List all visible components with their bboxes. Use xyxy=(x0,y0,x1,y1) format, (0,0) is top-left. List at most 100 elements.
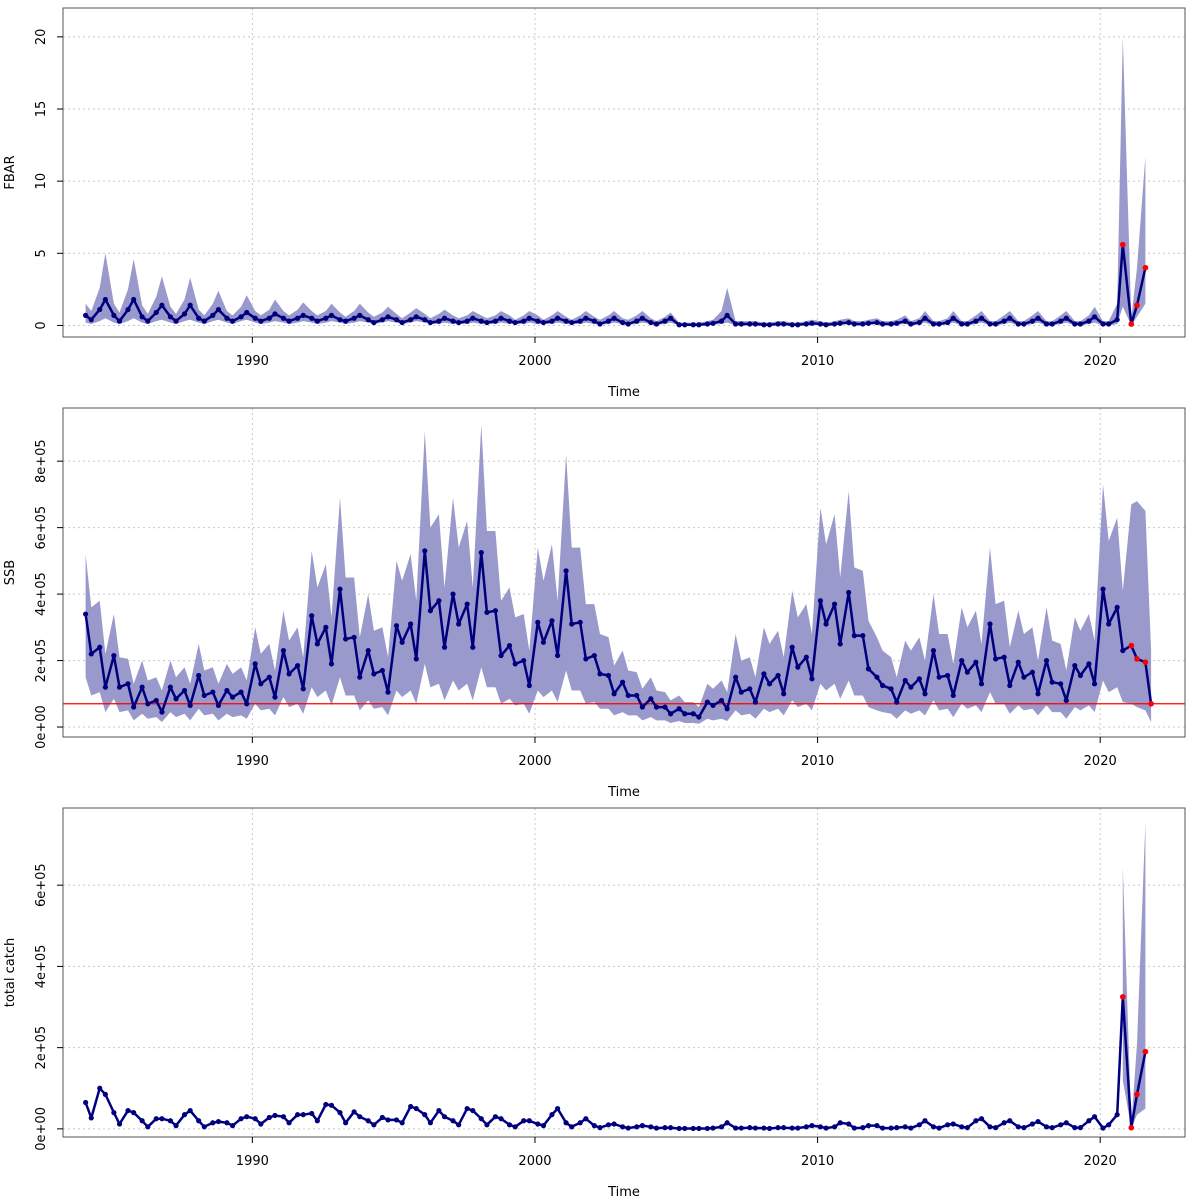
catch-data-point xyxy=(724,1120,730,1126)
fbar-data-point xyxy=(238,314,244,320)
catch-forecast-point xyxy=(1134,1091,1140,1098)
fbar-data-point xyxy=(441,315,448,321)
ssb-data-point xyxy=(196,672,202,679)
ssb-data-point xyxy=(795,664,801,670)
ssb-data-point xyxy=(139,684,145,690)
ssb-data-point xyxy=(379,667,385,674)
fbar-data-point xyxy=(860,321,866,327)
ssb-data-point xyxy=(1072,662,1078,669)
fbar-data-point xyxy=(1077,321,1084,327)
ssb-data-point xyxy=(865,666,872,672)
catch-x-axis-title: Time xyxy=(607,1185,640,1200)
fbar-data-point xyxy=(922,315,928,321)
fbar-data-point xyxy=(229,318,236,324)
ssb-y-axis-title: SSB xyxy=(3,560,18,585)
ssb-data-point xyxy=(97,644,103,650)
fbar-data-point xyxy=(328,312,335,318)
catch-data-point xyxy=(1086,1118,1092,1124)
ssb-data-point xyxy=(393,623,400,629)
catch-data-point xyxy=(668,1125,674,1131)
ssb-data-point xyxy=(676,706,682,712)
ssb-data-point xyxy=(1086,661,1092,667)
fbar-data-point xyxy=(668,315,674,321)
fbar-y-tick-label: 15 xyxy=(34,101,49,118)
fbar-data-point xyxy=(145,318,151,324)
catch-data-point xyxy=(357,1114,363,1120)
ssb-data-point xyxy=(831,601,838,607)
ssb-data-point xyxy=(569,621,575,627)
catch-data-point xyxy=(803,1124,809,1130)
ssb-data-point xyxy=(229,694,236,700)
catch-data-point xyxy=(385,1117,391,1123)
catch-data-point xyxy=(1035,1118,1041,1125)
fbar-data-point xyxy=(181,311,188,317)
ssb-plot-frame xyxy=(62,407,1186,738)
fbar-data-point xyxy=(210,312,216,318)
ssb-panel: 1990 2000 2010 2020 0e+00 2e+05 4e+05 6e+05 8e+0… xyxy=(3,407,1186,800)
catch-data-point xyxy=(959,1124,965,1130)
ssb-data-point xyxy=(902,677,908,684)
catch-x-tick-label: 2010 xyxy=(801,1154,834,1169)
ssb-data-point xyxy=(88,651,94,657)
catch-data-point xyxy=(1001,1120,1007,1126)
fbar-data-point xyxy=(653,321,660,327)
catch-data-point xyxy=(639,1123,645,1129)
fbar-data-point xyxy=(930,321,937,327)
ssb-data-point xyxy=(1029,669,1035,675)
ssb-data-point xyxy=(145,701,151,707)
fbar-data-point xyxy=(1049,321,1055,327)
ssb-data-point xyxy=(950,692,956,699)
fbar-data-point xyxy=(738,321,744,327)
catch-data-point xyxy=(252,1116,258,1122)
catch-data-point xyxy=(696,1125,702,1132)
catch-data-point xyxy=(450,1118,456,1124)
fbar-data-point xyxy=(224,315,230,321)
ssb-data-point xyxy=(1091,681,1098,687)
ssb-data-point xyxy=(252,661,258,667)
fbar-data-point xyxy=(379,317,385,323)
catch-data-point xyxy=(399,1120,405,1126)
ssb-data-point xyxy=(210,689,216,695)
catch-data-point xyxy=(922,1118,928,1124)
catch-data-point xyxy=(1077,1125,1084,1131)
catch-data-point xyxy=(526,1118,532,1124)
ssb-data-point xyxy=(102,684,108,690)
catch-data-point xyxy=(1043,1124,1050,1130)
catch-data-point xyxy=(456,1122,462,1128)
ssb-data-point xyxy=(521,657,527,664)
ssb-y-tick-label: 0e+00 xyxy=(34,705,49,749)
ssb-x-tick-label: 1990 xyxy=(236,754,269,769)
catch-data-point xyxy=(111,1110,117,1116)
fbar-data-point xyxy=(258,318,264,324)
catch-data-point xyxy=(512,1124,518,1130)
ssb-data-point xyxy=(922,691,928,697)
ssb-data-point xyxy=(959,657,965,664)
catch-data-point xyxy=(125,1107,131,1114)
ssb-data-point xyxy=(272,694,278,700)
fbar-data-point xyxy=(611,315,617,321)
ssb-data-point xyxy=(761,671,767,677)
fbar-data-point xyxy=(874,319,880,326)
catch-data-point xyxy=(535,1121,541,1127)
fbar-data-point xyxy=(1091,314,1098,320)
catch-data-point xyxy=(498,1116,504,1122)
ssb-x-tick-label: 2020 xyxy=(1084,754,1117,769)
ssb-data-point xyxy=(851,633,857,639)
catch-data-point xyxy=(266,1114,272,1121)
fbar-data-point xyxy=(865,320,872,326)
fbar-data-point xyxy=(300,312,306,318)
ssb-data-point xyxy=(478,549,484,556)
catch-data-point xyxy=(422,1112,428,1118)
fbar-data-point xyxy=(1015,321,1021,327)
catch-data-point xyxy=(337,1110,343,1116)
fbar-data-point xyxy=(371,319,377,326)
catch-data-point xyxy=(944,1122,951,1128)
fbar-x-tick-label: 2020 xyxy=(1084,354,1117,369)
ssb-y-tick-label: 8e+05 xyxy=(34,439,49,483)
fbar-data-point xyxy=(540,319,547,326)
ssb-data-point xyxy=(1077,672,1084,679)
catch-data-point xyxy=(365,1118,371,1124)
ssb-data-point xyxy=(441,644,448,650)
catch-data-point xyxy=(1063,1120,1069,1126)
fbar-data-point xyxy=(690,322,696,328)
